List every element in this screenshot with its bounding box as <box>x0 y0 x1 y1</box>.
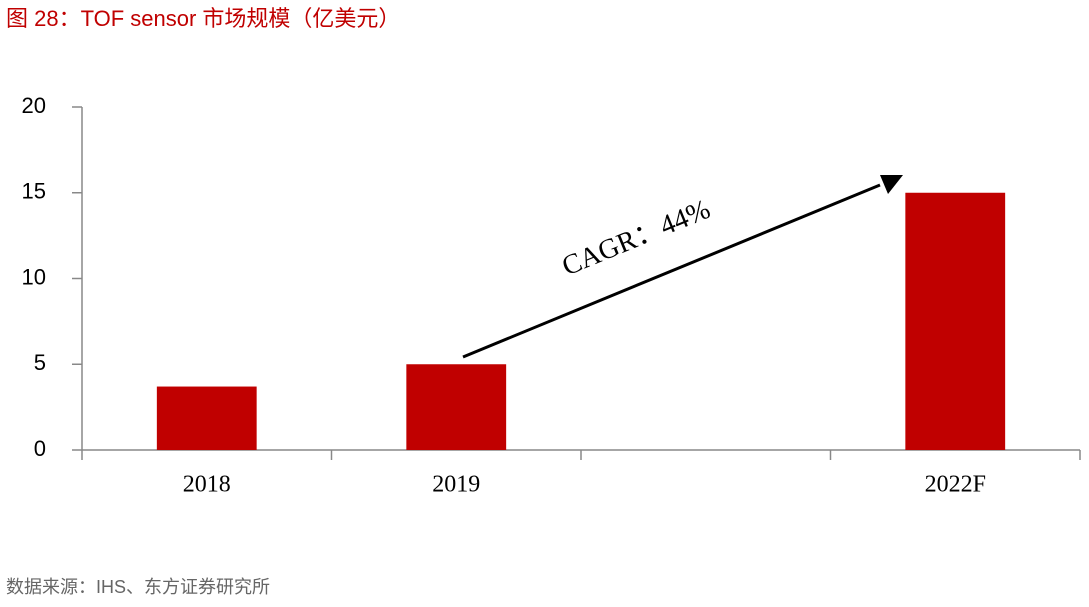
source-note: 数据来源：IHS、东方证券研究所 <box>6 577 270 597</box>
x-tick-label: 2022F <box>925 472 986 498</box>
y-tick-label: 10 <box>22 264 46 289</box>
x-tick-label: 2018 <box>183 472 231 498</box>
y-tick-label: 15 <box>22 179 46 204</box>
arrow-head <box>880 175 903 194</box>
y-tick-label: 5 <box>34 350 46 375</box>
cagr-annotation: CAGR：44% <box>558 194 715 283</box>
bar <box>406 364 507 450</box>
chart-title: 图 28：TOF sensor 市场规模（亿美元） <box>6 6 400 31</box>
bar <box>905 192 1006 450</box>
y-tick-label: 20 <box>22 93 46 118</box>
bar <box>156 386 257 450</box>
cagr-arrow <box>462 183 881 359</box>
x-tick-label: 2019 <box>432 472 480 498</box>
y-tick-label: 0 <box>34 436 46 461</box>
